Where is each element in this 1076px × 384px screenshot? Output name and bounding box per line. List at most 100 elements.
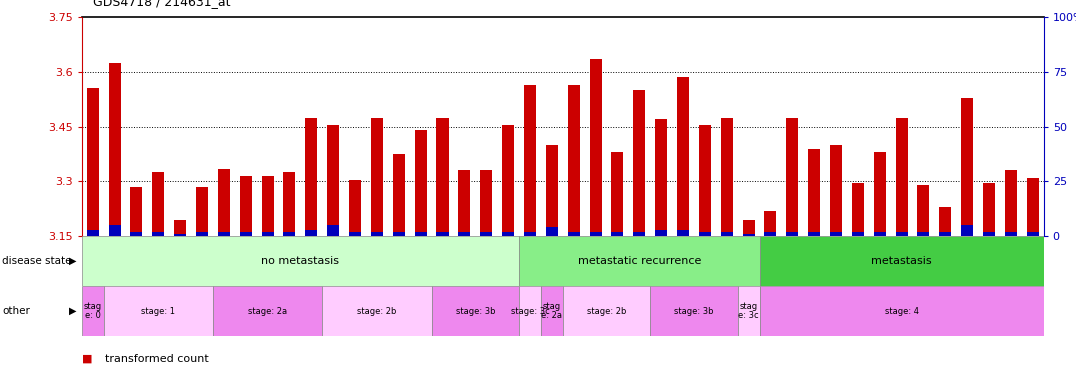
Bar	[939, 232, 951, 236]
Bar	[787, 118, 798, 236]
Bar	[852, 183, 864, 236]
Bar	[327, 125, 339, 236]
Bar	[414, 131, 427, 236]
Bar	[502, 232, 514, 236]
Bar	[895, 118, 908, 236]
Bar	[655, 230, 667, 236]
Text: no metastasis: no metastasis	[261, 256, 339, 266]
Bar	[760, 236, 1044, 286]
Bar	[371, 232, 383, 236]
Text: stag
e: 0: stag e: 0	[84, 302, 102, 320]
Bar	[240, 176, 252, 236]
Bar	[414, 232, 427, 236]
Bar	[153, 232, 165, 236]
Bar	[130, 232, 142, 236]
Bar	[1027, 232, 1038, 236]
Bar	[261, 232, 273, 236]
Bar	[541, 286, 563, 336]
Bar	[742, 220, 754, 236]
Bar	[760, 286, 1044, 336]
Bar	[568, 85, 580, 236]
Bar	[87, 88, 99, 236]
Bar	[655, 119, 667, 236]
Bar	[634, 232, 646, 236]
Text: ▶: ▶	[70, 256, 76, 266]
Text: stage: 4: stage: 4	[884, 306, 919, 316]
Bar	[458, 170, 470, 236]
Bar	[721, 232, 733, 236]
Bar	[109, 225, 121, 236]
Bar	[196, 187, 208, 236]
Bar	[738, 286, 760, 336]
Bar	[371, 118, 383, 236]
Bar	[830, 232, 843, 236]
Bar	[1005, 170, 1017, 236]
Bar	[698, 232, 711, 236]
Bar	[742, 234, 754, 236]
Bar	[437, 118, 449, 236]
Bar	[349, 232, 362, 236]
Bar	[174, 234, 186, 236]
Bar	[213, 286, 323, 336]
Bar	[939, 207, 951, 236]
Text: stage: 2a: stage: 2a	[249, 306, 287, 316]
Bar	[611, 232, 623, 236]
Bar	[918, 232, 930, 236]
Bar	[961, 225, 973, 236]
Bar	[196, 232, 208, 236]
Bar	[458, 232, 470, 236]
Bar	[677, 230, 689, 236]
Bar	[174, 220, 186, 236]
Bar	[87, 230, 99, 236]
Bar	[82, 286, 103, 336]
Bar	[283, 172, 296, 236]
Bar	[808, 149, 820, 236]
Bar	[650, 286, 738, 336]
Bar	[153, 172, 165, 236]
Text: stage: 3c: stage: 3c	[511, 306, 550, 316]
Bar	[393, 154, 405, 236]
Bar	[480, 232, 492, 236]
Bar	[874, 232, 886, 236]
Text: stage: 2b: stage: 2b	[586, 306, 626, 316]
Bar	[590, 59, 601, 236]
Bar	[961, 98, 973, 236]
Bar	[431, 286, 519, 336]
Text: stag
e: 3c: stag e: 3c	[738, 302, 759, 320]
Bar	[563, 286, 650, 336]
Bar	[323, 286, 431, 336]
Bar	[480, 170, 492, 236]
Bar	[103, 286, 213, 336]
Bar	[983, 232, 995, 236]
Text: metastatic recurrence: metastatic recurrence	[578, 256, 700, 266]
Bar	[306, 118, 317, 236]
Text: ■: ■	[82, 354, 93, 364]
Bar	[808, 232, 820, 236]
Bar	[764, 210, 777, 236]
Bar	[830, 145, 843, 236]
Text: stage: 2b: stage: 2b	[357, 306, 397, 316]
Text: transformed count: transformed count	[105, 354, 209, 364]
Bar	[327, 225, 339, 236]
Bar	[698, 125, 711, 236]
Text: stage: 1: stage: 1	[141, 306, 175, 316]
Bar	[130, 187, 142, 236]
Bar	[546, 227, 557, 236]
Bar	[217, 232, 230, 236]
Bar	[306, 230, 317, 236]
Bar	[240, 232, 252, 236]
Text: metastasis: metastasis	[872, 256, 932, 266]
Bar	[519, 236, 760, 286]
Bar	[1027, 178, 1038, 236]
Bar	[519, 286, 541, 336]
Bar	[721, 118, 733, 236]
Bar	[1005, 232, 1017, 236]
Text: stage: 3b: stage: 3b	[675, 306, 713, 316]
Text: GDS4718 / 214631_at: GDS4718 / 214631_at	[93, 0, 230, 8]
Bar	[918, 185, 930, 236]
Text: ▶: ▶	[70, 306, 76, 316]
Text: stage: 3b: stage: 3b	[455, 306, 495, 316]
Bar	[677, 78, 689, 236]
Text: stag
e: 2a: stag e: 2a	[541, 302, 563, 320]
Bar	[852, 232, 864, 236]
